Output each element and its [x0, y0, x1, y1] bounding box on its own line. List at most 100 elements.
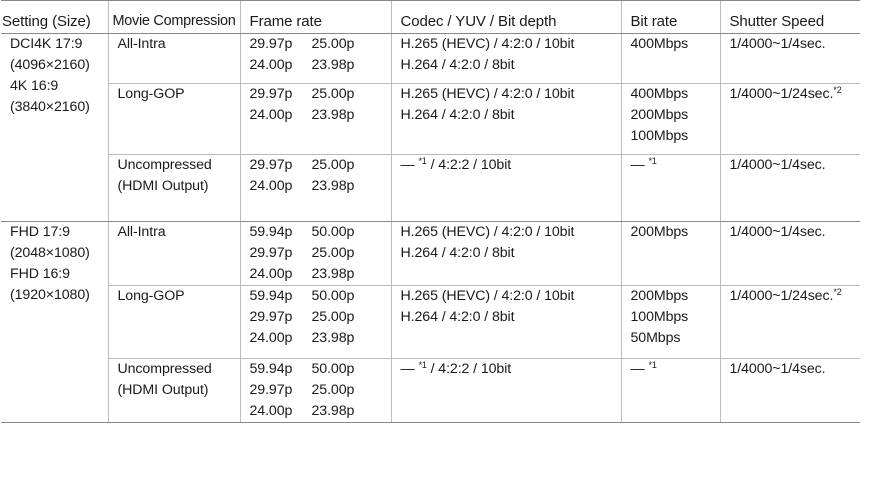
frame-rate-value: 50.00p [311, 361, 355, 377]
frame-rate-value: 23.98p [311, 107, 355, 123]
codec-text: H.264 / 4:2:0 / 8bit [400, 309, 515, 325]
header-movie-compression: Movie Compression [107, 0, 240, 34]
codec-text: — [400, 157, 419, 173]
frame-rate-line: 59.94p 50.00p [250, 222, 387, 243]
bit-rate-line: — *1 [631, 359, 716, 380]
header-shutter-speed: Shutter Speed [719, 0, 860, 34]
setting-size-line: (3840×2160) [10, 99, 90, 115]
codec-text: H.264 / 4:2:0 / 8bit [400, 107, 515, 123]
codec-text: H.265 (HEVC) / 4:2:0 / 10bit [400, 224, 575, 240]
shutter-speed-cell: 1/4000~1/4sec. [719, 33, 860, 84]
header-setting-size: Setting (Size) [1, 0, 108, 34]
movie-compression-label: (HDMI Output) [117, 178, 209, 194]
frame-rate-line: 24.00p 23.98p [250, 401, 387, 422]
codec-line: H.265 (HEVC) / 4:2:0 / 10bit [401, 286, 617, 307]
bit-rate-line: 200Mbps [631, 105, 716, 126]
frame-rate-value: 29.97p [249, 309, 293, 325]
frame-rate-value: 29.97p [249, 245, 293, 261]
header-codec: Codec / YUV / Bit depth [390, 0, 621, 34]
movie-compression-label: Long-GOP [117, 86, 185, 102]
spec-body: DCI4K 17:9 (4096×2160) 4K 16:9 (3840×2160) A… [1, 33, 860, 423]
spec-table: Setting (Size) Movie Compression Frame r… [1, 0, 860, 423]
codec-text-after: / 4:2:2 / 10bit [426, 361, 512, 377]
frame-rate-value: 24.00p [249, 266, 293, 282]
footnote-marker: *1 [418, 360, 427, 370]
bit-rate-text: 200Mbps [630, 288, 689, 304]
bit-rate-line: 200Mbps [631, 286, 716, 307]
bit-rate-cell: 200Mbps 100Mbps 50Mbps [620, 285, 720, 359]
frame-rate-cell: 29.97p 25.00p 24.00p 23.98p [239, 154, 391, 222]
frame-rate-value: 29.97p [249, 86, 293, 102]
frame-rate-value: 23.98p [311, 178, 355, 194]
bit-rate-cell: 200Mbps [620, 221, 720, 286]
frame-rate-value: 23.98p [311, 266, 355, 282]
shutter-speed-cell: 1/4000~1/24sec.*2 [719, 285, 860, 359]
frame-rate-cell: 29.97p 25.00p 24.00p 23.98p [239, 83, 391, 155]
table-row: Long-GOP 29.97p 25.00p 24.00p 23.98p H.265 (H… [1, 83, 860, 155]
setting-size-line: (1920×1080) [10, 287, 90, 303]
frame-rate-value: 24.00p [249, 330, 293, 346]
table-row: Uncompressed (HDMI Output) 59.94p 50.00p 29.… [1, 358, 860, 423]
frame-rate-line: 29.97p 25.00p [250, 307, 387, 328]
setting-size-cell: FHD 17:9 (2048×1080) FHD 16:9 (1920×1080) [1, 221, 108, 423]
frame-rate-value: 29.97p [249, 36, 293, 52]
frame-rate-value: 29.97p [249, 382, 293, 398]
bit-rate-line: 100Mbps [631, 126, 716, 147]
footnote-marker: *1 [648, 360, 657, 370]
frame-rate-value: 23.98p [311, 57, 355, 73]
frame-rate-line: 59.94p 50.00p [250, 359, 387, 380]
bit-rate-text: 200Mbps [630, 107, 689, 123]
frame-rate-cell: 59.94p 50.00p 29.97p 25.00p 24.00p 23.98p [239, 358, 391, 423]
frame-rate-line: 29.97p 25.00p [250, 380, 387, 401]
bit-rate-line: 200Mbps [631, 222, 716, 243]
bit-rate-text: 200Mbps [630, 224, 689, 240]
codec-text: H.264 / 4:2:0 / 8bit [400, 57, 515, 73]
shutter-speed-text: 1/4000~1/24sec. [729, 288, 834, 304]
setting-size-line: FHD 16:9 [10, 266, 70, 282]
codec-line: H.265 (HEVC) / 4:2:0 / 10bit [401, 222, 617, 243]
setting-size-line: FHD 17:9 [10, 224, 70, 240]
setting-size-line: 4K 16:9 [10, 78, 59, 94]
shutter-speed-text: 1/4000~1/24sec. [729, 86, 834, 102]
movie-compression-cell: Long-GOP [107, 285, 240, 359]
table-row: FHD 17:9 (2048×1080) FHD 16:9 (1920×1080) Al… [1, 221, 860, 423]
frame-rate-value: 50.00p [311, 288, 355, 304]
movie-compression-label: Uncompressed [117, 361, 212, 377]
codec-line: H.265 (HEVC) / 4:2:0 / 10bit [401, 34, 617, 55]
frame-rate-value: 23.98p [311, 403, 355, 419]
bit-rate-text: — [630, 157, 649, 173]
movie-compression-cell: Long-GOP [107, 83, 240, 155]
movie-compression-label: All-Intra [117, 224, 166, 240]
frame-rate-cell: 59.94p 50.00p 29.97p 25.00p 24.00p 23.98p [239, 221, 391, 286]
bit-rate-line: 400Mbps [631, 84, 716, 105]
header-bit-rate: Bit rate [620, 0, 720, 34]
table-row: DCI4K 17:9 (4096×2160) 4K 16:9 (3840×2160) A… [1, 33, 860, 222]
shutter-speed-text: 1/4000~1/4sec. [729, 36, 826, 52]
table-row: Uncompressed (HDMI Output) 29.97p 25.00p 24.… [1, 154, 860, 222]
movie-compression-cell: All-Intra [107, 221, 240, 286]
bit-rate-text: 100Mbps [630, 309, 689, 325]
shutter-speed-text: 1/4000~1/4sec. [729, 157, 826, 173]
frame-rate-line: 24.00p 23.98p [250, 328, 387, 349]
movie-compression-label: (HDMI Output) [117, 382, 209, 398]
frame-rate-value: 25.00p [311, 245, 355, 261]
frame-rate-value: 59.94p [249, 224, 293, 240]
codec-line: — *1 / 4:2:2 / 10bit [401, 359, 617, 380]
codec-line: H.264 / 4:2:0 / 8bit [401, 307, 617, 328]
setting-size-line: DCI4K 17:9 [10, 36, 83, 52]
frame-rate-value: 29.97p [249, 157, 293, 173]
frame-rate-line: 24.00p 23.98p [250, 55, 387, 76]
frame-rate-line: 29.97p 25.00p [250, 243, 387, 264]
bit-rate-text: 100Mbps [630, 128, 689, 144]
frame-rate-value: 59.94p [249, 288, 293, 304]
bit-rate-line: 400Mbps [631, 34, 716, 55]
shutter-speed-cell: 1/4000~1/4sec. [719, 221, 860, 286]
frame-rate-value: 24.00p [249, 178, 293, 194]
frame-rate-value: 25.00p [311, 309, 355, 325]
codec-text: H.265 (HEVC) / 4:2:0 / 10bit [400, 86, 575, 102]
bit-rate-cell: 400Mbps 200Mbps 100Mbps [620, 83, 720, 155]
bit-rate-text: — [630, 361, 649, 377]
movie-compression-label: All-Intra [117, 36, 166, 52]
codec-text: H.265 (HEVC) / 4:2:0 / 10bit [400, 288, 575, 304]
footnote-marker: *1 [418, 156, 427, 166]
